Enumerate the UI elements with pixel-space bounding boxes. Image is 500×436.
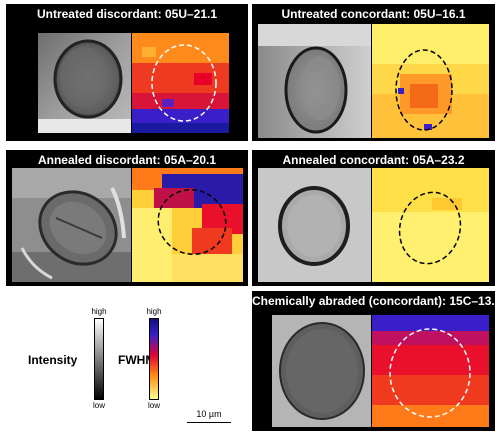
panel-title: Chemically abraded (concordant): 15C–13.… bbox=[252, 294, 500, 308]
fwhm-map bbox=[132, 168, 243, 282]
panel-untreated-concordant: Untreated concordant: 05U–16.1 bbox=[252, 4, 495, 141]
panel-title: Untreated discordant: 05U–21.1 bbox=[36, 7, 218, 21]
panel-title: Annealed discordant: 05A–20.1 bbox=[37, 153, 217, 167]
panel-title: Annealed concordant: 05A–23.2 bbox=[282, 153, 465, 167]
intensity-low-label: low bbox=[92, 401, 105, 410]
fwhm-low-label: low bbox=[147, 401, 160, 410]
fwhm-map bbox=[372, 315, 489, 427]
panel-chemically-abraded: Chemically abraded (concordant): 15C–13.… bbox=[252, 291, 500, 431]
fwhm-colorbar bbox=[149, 318, 159, 400]
scale-bar-line bbox=[187, 422, 231, 423]
fwhm-label: FWHM bbox=[118, 353, 156, 367]
panel-annealed-discordant: Annealed discordant: 05A–20.1 bbox=[6, 150, 248, 286]
panel-title: Untreated concordant: 05U–16.1 bbox=[281, 7, 466, 21]
panel-untreated-discordant: Untreated discordant: 05U–21.1 bbox=[6, 4, 248, 141]
intensity-image bbox=[258, 168, 371, 282]
fwhm-map bbox=[372, 24, 489, 138]
scale-bar-label: 10 µm bbox=[196, 409, 222, 419]
panel-annealed-concordant: Annealed concordant: 05A–23.2 bbox=[252, 150, 495, 286]
intensity-image bbox=[12, 168, 131, 282]
intensity-image bbox=[272, 315, 371, 427]
fwhm-high-label: high bbox=[146, 307, 162, 316]
intensity-image bbox=[38, 33, 131, 133]
fwhm-map bbox=[372, 168, 489, 282]
intensity-high-label: high bbox=[91, 307, 107, 316]
intensity-label: Intensity bbox=[28, 353, 78, 367]
fwhm-map bbox=[132, 33, 229, 133]
intensity-image bbox=[258, 24, 371, 138]
intensity-colorbar bbox=[94, 318, 104, 400]
